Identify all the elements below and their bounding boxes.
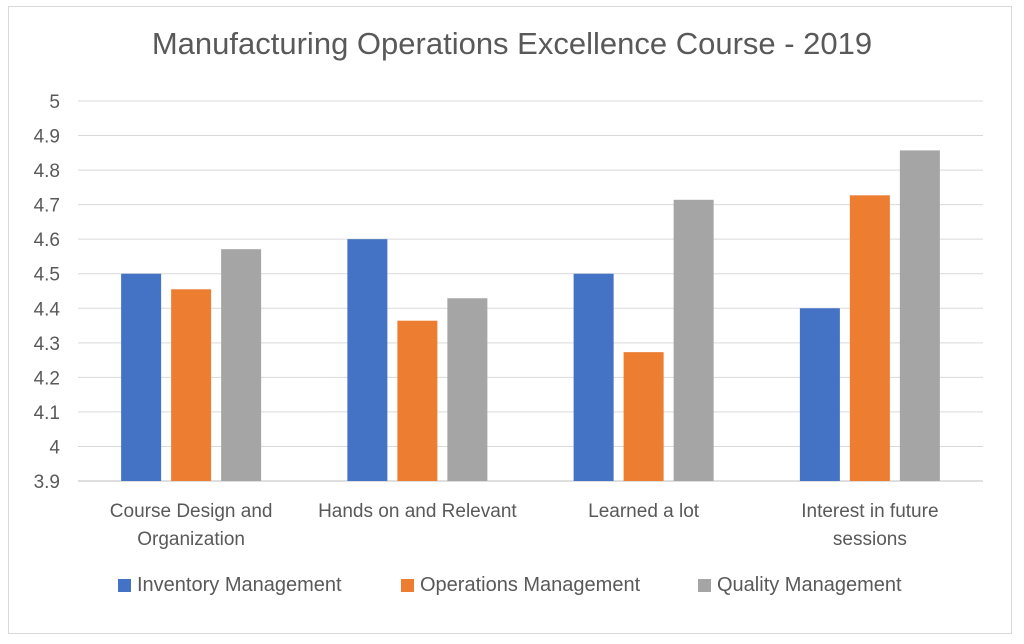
y-tick-label: 4 xyxy=(49,437,60,458)
legend-label-inventory: Inventory Management xyxy=(137,574,342,596)
bar-inventory xyxy=(347,239,388,481)
y-tick-label: 5 xyxy=(49,92,60,113)
bar-operations xyxy=(397,320,438,481)
bar-quality xyxy=(221,249,262,481)
bar-inventory xyxy=(573,273,614,481)
x-tick-label: Hands on and Relevant xyxy=(318,501,517,522)
chart-legend: Inventory Management Operations Manageme… xyxy=(0,574,1024,604)
bar-operations xyxy=(171,289,212,481)
bar-inventory xyxy=(799,308,840,481)
bar-operations xyxy=(849,195,890,482)
x-tick-label: Learned a lot xyxy=(588,501,700,522)
y-tick-label: 4.6 xyxy=(34,230,60,251)
chart-title: Manufacturing Operations Excellence Cour… xyxy=(151,26,873,61)
legend-swatch-inventory xyxy=(118,579,131,592)
y-tick-label: 4.3 xyxy=(34,334,60,355)
legend-label-operations: Operations Management xyxy=(420,574,641,596)
bar-quality xyxy=(447,298,488,481)
legend-swatch-operations xyxy=(401,579,414,592)
y-tick-label: 4.2 xyxy=(34,368,60,389)
bar-operations xyxy=(623,352,664,481)
x-tick-label: Course Design and Organization xyxy=(110,501,273,550)
y-tick-label: 4.5 xyxy=(34,265,60,286)
legend-swatch-quality xyxy=(698,579,711,592)
legend-item-quality: Quality Management xyxy=(698,574,902,597)
y-tick-label: 4.7 xyxy=(34,196,60,217)
legend-item-inventory: Inventory Management xyxy=(118,574,342,597)
legend-label-quality: Quality Management xyxy=(717,574,902,596)
y-tick-label: 4.9 xyxy=(34,127,60,148)
y-tick-label: 3.9 xyxy=(34,472,60,493)
bar-inventory xyxy=(121,273,162,481)
y-tick-label: 4.8 xyxy=(34,161,60,182)
bar-quality xyxy=(673,199,714,482)
bar-quality xyxy=(899,150,940,481)
y-tick-label: 4.4 xyxy=(34,299,61,320)
y-tick-label: 4.1 xyxy=(34,403,60,424)
legend-item-operations: Operations Management xyxy=(401,574,640,597)
x-tick-label: Interest in future sessions xyxy=(801,501,938,550)
